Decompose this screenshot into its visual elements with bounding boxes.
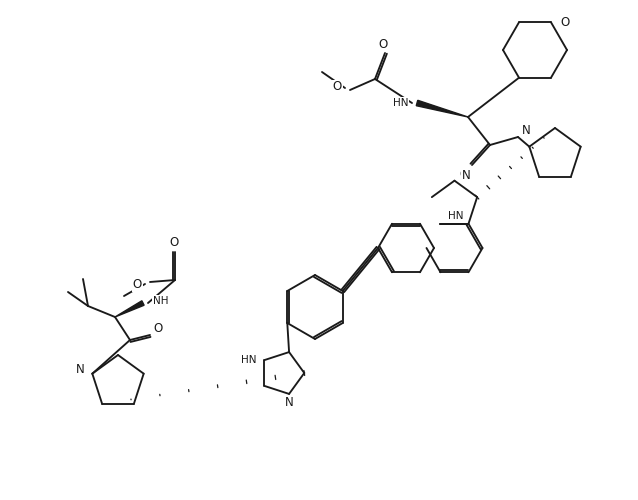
Text: O: O <box>333 80 342 94</box>
Polygon shape <box>416 100 468 117</box>
Text: N: N <box>522 124 531 138</box>
Text: N: N <box>75 363 84 376</box>
Text: NH: NH <box>153 296 168 306</box>
Text: O: O <box>153 322 163 334</box>
Text: O: O <box>169 236 179 250</box>
Text: O: O <box>560 16 569 29</box>
Text: O: O <box>133 278 142 291</box>
Text: N: N <box>461 169 470 182</box>
Text: HN: HN <box>392 98 408 108</box>
Text: O: O <box>459 168 469 180</box>
Text: N: N <box>285 396 293 409</box>
Text: HN: HN <box>241 355 256 365</box>
Text: O: O <box>378 38 388 51</box>
Text: HN: HN <box>448 211 463 221</box>
Polygon shape <box>115 301 144 317</box>
